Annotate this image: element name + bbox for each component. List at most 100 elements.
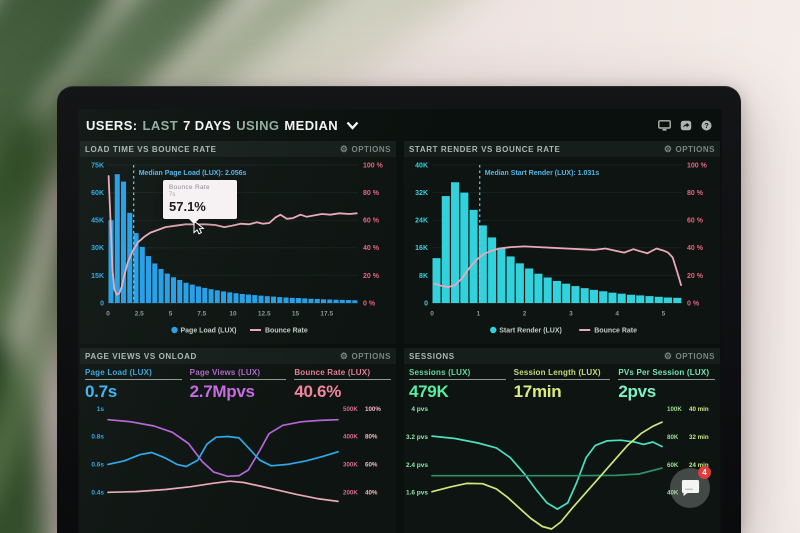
title-users: USERS: [86, 117, 138, 133]
bounce-rate-line [433, 245, 683, 289]
monitor-icon[interactable] [658, 119, 671, 131]
options-button[interactable]: ⚙ OPTIONS [339, 143, 391, 154]
panel-title: PAGE VIEWS VS ONLOAD [85, 351, 197, 361]
svg-text:0.4s: 0.4s [91, 490, 104, 497]
svg-text:5: 5 [169, 311, 173, 318]
svg-text:75K: 75K [91, 162, 104, 169]
options-button[interactable]: ⚙ OPTIONS [339, 350, 391, 361]
svg-text:10: 10 [229, 311, 237, 318]
svg-text:40K: 40K [667, 490, 679, 497]
svg-text:80%: 80% [365, 434, 378, 441]
dashboard-screen: USERS: LAST 7 DAYS USING MEDIAN [78, 109, 722, 533]
start-render-chart[interactable]: 40K 100 % 32K 80 % 24K 60 % 16K 40 % 8K 20 % 0 0 % M… [406, 157, 718, 343]
panel-sessions: SESSIONS ⚙ OPTIONS Sessions (LUX) 479K S… [404, 348, 720, 533]
panel-sessions-header: SESSIONS ⚙ OPTIONS [404, 348, 720, 364]
svg-text:12.5: 12.5 [258, 311, 271, 318]
svg-text:Median Page Load (LUX): 2.056s: Median Page Load (LUX): 2.056s [139, 170, 247, 177]
panel-start-render-header: START RENDER VS BOUNCE RATE ⚙ OPTIONS [404, 141, 720, 157]
svg-text:20 %: 20 % [363, 273, 380, 280]
options-button[interactable]: ⚙ OPTIONS [663, 350, 715, 361]
svg-text:Bounce Rate: Bounce Rate [265, 328, 308, 335]
svg-text:Bounce Rate: Bounce Rate [594, 328, 637, 335]
svg-text:45K: 45K [91, 218, 104, 225]
title-range: LAST [142, 117, 179, 133]
svg-text:15: 15 [292, 311, 300, 318]
metric-sessions: Sessions (LUX) 479K [409, 368, 506, 402]
title-using: USING [236, 117, 280, 133]
svg-text:Page Load (LUX): Page Load (LUX) [181, 328, 237, 335]
help-icon[interactable]: ? [701, 120, 712, 131]
load-time-chart[interactable]: 75K 100 % 60K 80 % 45K 60 % 30K 40 % 15K 20 % 0 0 %… [82, 157, 394, 343]
svg-text:17.5: 17.5 [320, 311, 333, 318]
panel-load-time-header: LOAD TIME VS BOUNCE RATE ⚙ OPTIONS [80, 141, 396, 157]
svg-text:24K: 24K [415, 218, 428, 225]
svg-text:60 %: 60 % [363, 218, 380, 225]
svg-text:Start Render (LUX): Start Render (LUX) [499, 328, 562, 335]
svg-text:2.5: 2.5 [135, 311, 144, 318]
chat-unread-badge: 4 [698, 466, 711, 479]
page-views-chart[interactable]: 1s 0.8s 0.6s 0.4s 500K 100% 400K 80% 300K 60% 200K… [82, 401, 394, 532]
svg-text:Median Start Render (LUX): 1.0: Median Start Render (LUX): 1.031s [485, 170, 599, 177]
svg-text:16K: 16K [415, 245, 428, 252]
metric-page-views: Page Views (LUX) 2.7Mpvs [189, 368, 287, 402]
options-button[interactable]: ⚙ OPTIONS [663, 143, 715, 154]
panel-title: LOAD TIME VS BOUNCE RATE [85, 144, 217, 154]
svg-text:3.2 pvs: 3.2 pvs [406, 434, 428, 441]
cursor-icon [193, 220, 205, 235]
metric-page-load: Page Load (LUX) 0.7s [85, 368, 182, 402]
bounce-rate-tooltip: Bounce Rate 7s 57.1% [163, 180, 237, 235]
svg-text:0: 0 [106, 311, 110, 318]
svg-text:60%: 60% [365, 462, 378, 469]
svg-text:60K: 60K [91, 190, 104, 197]
svg-text:40%: 40% [365, 490, 378, 497]
svg-text:500K: 500K [343, 406, 358, 413]
svg-text:20 %: 20 % [687, 273, 704, 280]
svg-text:60K: 60K [667, 462, 679, 469]
svg-text:7.5: 7.5 [197, 311, 206, 318]
svg-text:80K: 80K [667, 434, 679, 441]
svg-text:400K: 400K [343, 434, 358, 441]
metric-pvs-per-session: PVs Per Session (LUX) 2pvs [618, 368, 715, 402]
gear-icon: ⚙ [663, 350, 673, 361]
svg-text:80 %: 80 % [363, 190, 380, 197]
series-sessions [431, 435, 663, 510]
svg-text:0: 0 [424, 300, 428, 307]
users-timeframe-dropdown[interactable]: USERS: LAST 7 DAYS USING MEDIAN [86, 118, 359, 133]
svg-text:30K: 30K [91, 245, 104, 252]
series-page-load [107, 435, 339, 468]
bounce-rate-line [107, 175, 358, 296]
title-days: 7 DAYS [183, 117, 232, 133]
sessions-metrics: Sessions (LUX) 479K Session Length (LUX)… [406, 364, 718, 401]
svg-text:40 %: 40 % [363, 245, 380, 252]
laptop: USERS: LAST 7 DAYS USING MEDIAN [57, 86, 741, 533]
gear-icon: ⚙ [339, 350, 349, 361]
series-session-length [431, 421, 663, 530]
svg-text:0 %: 0 % [687, 300, 700, 307]
svg-text:200K: 200K [343, 490, 358, 497]
chat-widget-button[interactable]: 4 [670, 466, 711, 508]
sessions-chart[interactable]: 4 pvs 3.2 pvs 2.4 pvs 1.6 pvs 100K 40 min 80K 3… [406, 401, 718, 532]
series-pvs-per-session [431, 467, 663, 477]
svg-text:1: 1 [476, 311, 480, 318]
svg-text:60 %: 60 % [687, 218, 704, 225]
svg-text:100%: 100% [365, 406, 381, 413]
svg-text:5: 5 [662, 311, 666, 318]
svg-text:2.4 pvs: 2.4 pvs [406, 462, 428, 469]
metric-session-length: Session Length (LUX) 17min [513, 368, 611, 402]
svg-text:0: 0 [430, 311, 434, 318]
panel-start-render: START RENDER VS BOUNCE RATE ⚙ OPTIONS 40… [404, 141, 720, 344]
svg-text:32 min: 32 min [689, 434, 709, 441]
svg-text:0.6s: 0.6s [91, 462, 104, 469]
svg-text:2: 2 [523, 311, 527, 318]
series-bounce-rate [107, 480, 339, 503]
dashboard-header: USERS: LAST 7 DAYS USING MEDIAN [78, 109, 722, 141]
chevron-down-icon [346, 121, 359, 130]
gear-icon: ⚙ [339, 143, 349, 154]
svg-text:8K: 8K [419, 273, 428, 280]
svg-text:40 %: 40 % [687, 245, 704, 252]
metric-bounce-rate: Bounce Rate (LUX) 40.6% [294, 368, 391, 402]
panel-title: START RENDER VS BOUNCE RATE [409, 144, 561, 154]
share-icon[interactable] [680, 120, 692, 131]
svg-text:1.6 pvs: 1.6 pvs [406, 490, 428, 497]
svg-text:15K: 15K [91, 273, 104, 280]
